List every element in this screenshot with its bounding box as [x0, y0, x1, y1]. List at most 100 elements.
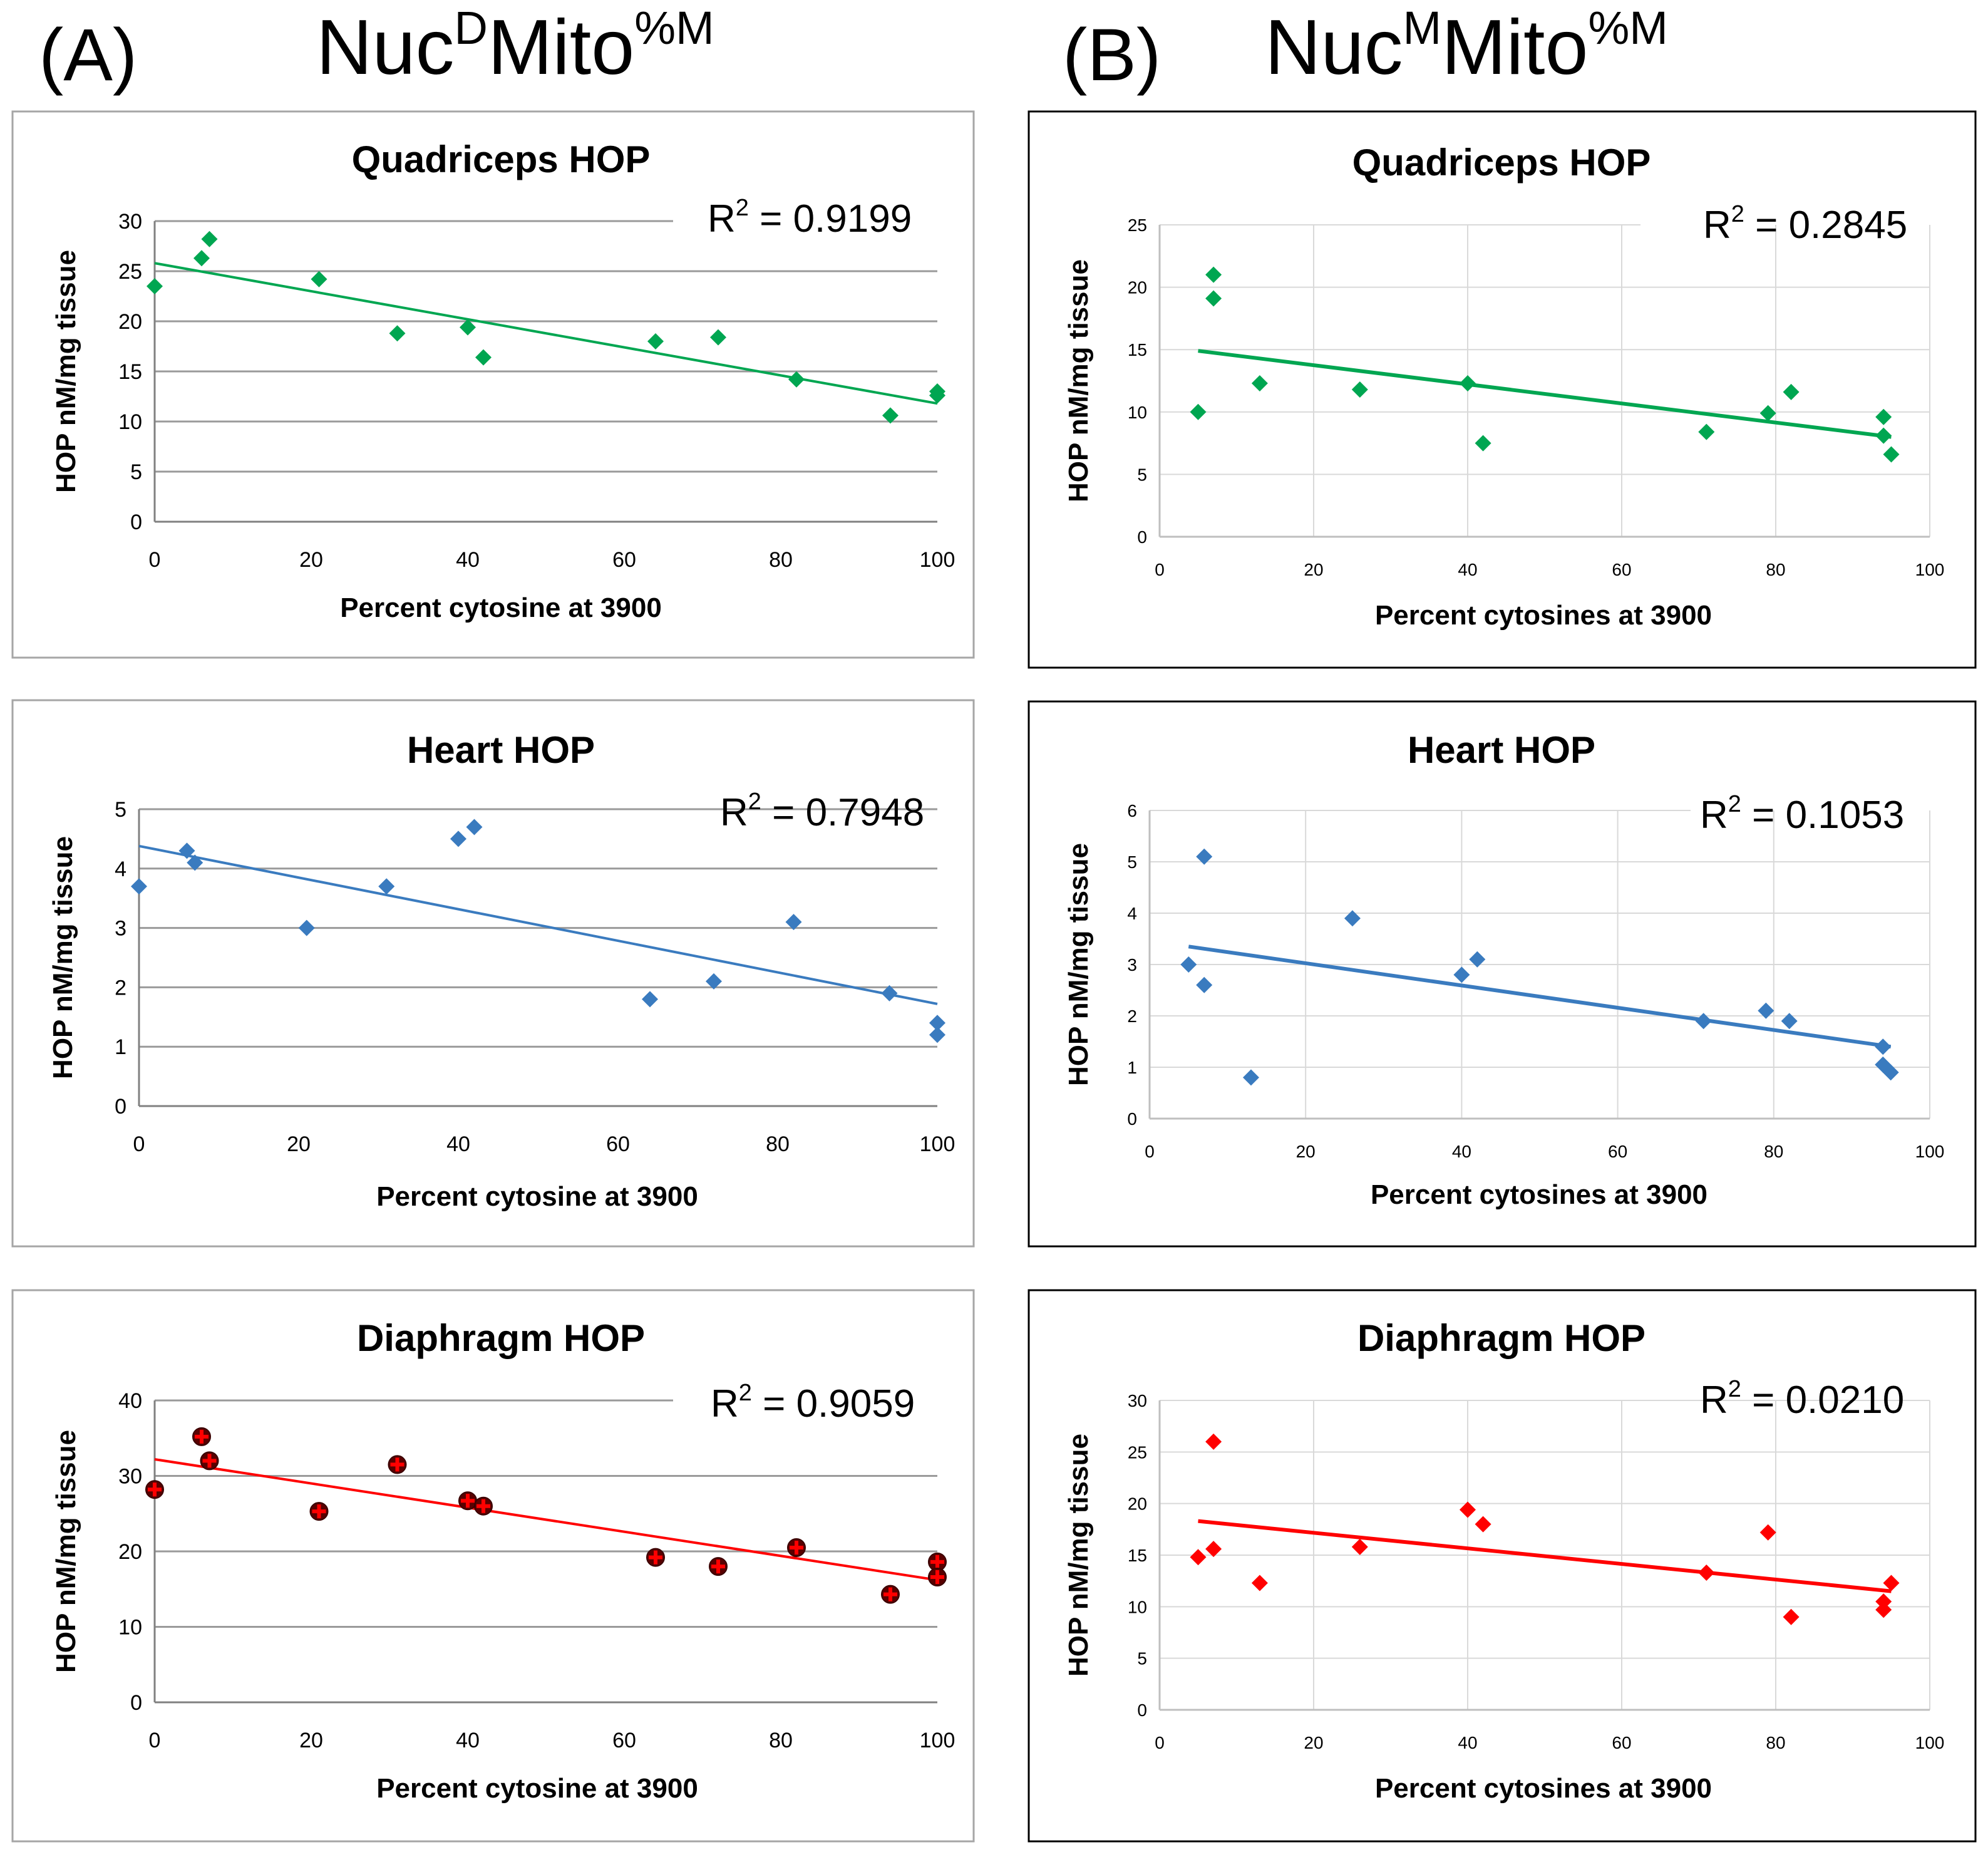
r2-label: R: [1700, 1379, 1728, 1422]
data-point: [706, 973, 722, 990]
chart-frame: [1027, 700, 1977, 1248]
x-tick-label: 100: [1915, 560, 1945, 579]
y-tick-label: 3: [1127, 955, 1137, 975]
x-tick-label: 60: [612, 1729, 636, 1752]
data-point: [709, 1557, 728, 1576]
data-point: [1875, 427, 1892, 444]
x-tick-label: 100: [1915, 1733, 1945, 1752]
data-point: [200, 1451, 219, 1471]
data-point: [145, 1480, 164, 1499]
data-point-cross: [930, 1555, 944, 1569]
chart-A-quad: 0 5 10 15 20 25 30 0 20 40 60 80 100 Quadriceps HOP Pe…: [11, 110, 975, 659]
x-tick-label: 0: [1145, 1142, 1155, 1161]
data-point-cross: [202, 1454, 217, 1468]
data-point: [1205, 1541, 1222, 1558]
x-tick-label: 80: [1766, 560, 1785, 579]
data-point: [929, 1015, 945, 1032]
data-point: [309, 1502, 329, 1521]
data-point-cross: [649, 1550, 662, 1565]
x-tick-label: 100: [920, 1132, 955, 1156]
data-point: [131, 878, 147, 895]
data-point: [787, 1538, 806, 1557]
trendline: [1188, 944, 1892, 1049]
data-point: [647, 333, 664, 349]
x-tick-label: 60: [606, 1132, 630, 1156]
x-tick-label: 20: [1296, 1142, 1316, 1161]
y-tick-label: 20: [118, 1540, 142, 1564]
y-tick-label: 15: [1128, 340, 1147, 360]
y-tick-label: 2: [115, 976, 126, 1000]
data-point: [1351, 381, 1368, 398]
y-tick-label: 0: [115, 1095, 126, 1119]
r2-value: = 0.9059: [752, 1382, 915, 1425]
data-point: [1196, 848, 1213, 865]
panel-a-heading-sup2: %M: [634, 2, 714, 54]
chart-frame: [11, 1289, 975, 1843]
chart-title: Diaphragm HOP: [1357, 1317, 1646, 1359]
r2-value: = 0.2845: [1744, 204, 1907, 247]
x-tick-label: 20: [1304, 560, 1323, 579]
panel-a-heading-mid: Mito: [488, 4, 634, 91]
data-point: [1695, 1013, 1712, 1030]
data-point: [788, 371, 805, 388]
r2-annotation: R2 = 0.2845: [1703, 201, 1907, 247]
y-tick-label: 20: [1128, 278, 1147, 297]
data-point: [192, 1427, 211, 1446]
data-point: [928, 1552, 947, 1571]
data-point-cross: [711, 1560, 725, 1574]
y-tick-label: 10: [118, 1616, 142, 1640]
data-point-cross: [790, 1540, 803, 1555]
y-tick-label: 10: [118, 410, 142, 434]
x-axis-label: Percent cytosine at 3900: [376, 1773, 698, 1804]
y-axis-label: HOP nM/mg tissue: [51, 1430, 81, 1673]
data-point: [1351, 1538, 1368, 1555]
y-tick-label: 40: [118, 1389, 142, 1413]
data-point: [475, 349, 492, 366]
data-point: [1190, 1549, 1207, 1566]
data-point: [1242, 1069, 1259, 1086]
trendline: [1198, 1519, 1892, 1593]
data-point: [311, 271, 327, 287]
y-axis-label: HOP nM/mg tissue: [48, 836, 78, 1079]
data-point: [928, 1567, 947, 1586]
data-point: [1758, 1002, 1774, 1019]
data-point-cross: [148, 1482, 162, 1497]
r2-superscript: 2: [736, 195, 749, 221]
y-tick-label: 1: [1127, 1058, 1137, 1077]
data-point: [1344, 910, 1361, 927]
x-tick-label: 40: [1452, 1142, 1471, 1161]
y-axis-label: HOP nM/mg tissue: [1063, 1434, 1094, 1677]
data-point: [881, 1585, 900, 1604]
x-tick-label: 40: [1458, 560, 1477, 579]
data-point: [1875, 1593, 1892, 1610]
y-tick-label: 0: [130, 510, 142, 534]
x-tick-label: 0: [149, 1729, 161, 1752]
r2-superscript: 2: [739, 1380, 752, 1406]
data-point: [1875, 1601, 1892, 1618]
panel-b-heading: NucMMito%M: [1265, 2, 1668, 91]
data-point: [1783, 383, 1800, 400]
y-tick-label: 2: [1127, 1006, 1137, 1026]
panel-a-heading-base: Nuc: [316, 4, 455, 91]
data-point: [193, 250, 210, 267]
data-point: [929, 1027, 945, 1043]
y-tick-label: 5: [1137, 1649, 1147, 1668]
chart-title: Quadriceps HOP: [1352, 142, 1651, 184]
data-point: [458, 1491, 477, 1511]
data-point: [147, 278, 163, 294]
panel-b-heading-sup2: %M: [1588, 2, 1667, 54]
data-point: [1475, 1516, 1491, 1533]
data-point: [1205, 290, 1222, 307]
r2-superscript: 2: [1731, 201, 1744, 227]
data-point: [1453, 966, 1470, 983]
data-point: [1783, 1608, 1800, 1625]
x-tick-label: 80: [769, 1729, 793, 1752]
y-tick-label: 5: [130, 460, 142, 484]
y-tick-label: 25: [1128, 1442, 1147, 1462]
chart-frame: [11, 110, 975, 659]
data-point: [460, 319, 476, 336]
x-tick-label: 20: [299, 548, 323, 572]
x-tick-label: 100: [1915, 1142, 1945, 1161]
y-tick-label: 4: [1127, 904, 1137, 923]
r2-value: = 0.0210: [1741, 1379, 1904, 1422]
